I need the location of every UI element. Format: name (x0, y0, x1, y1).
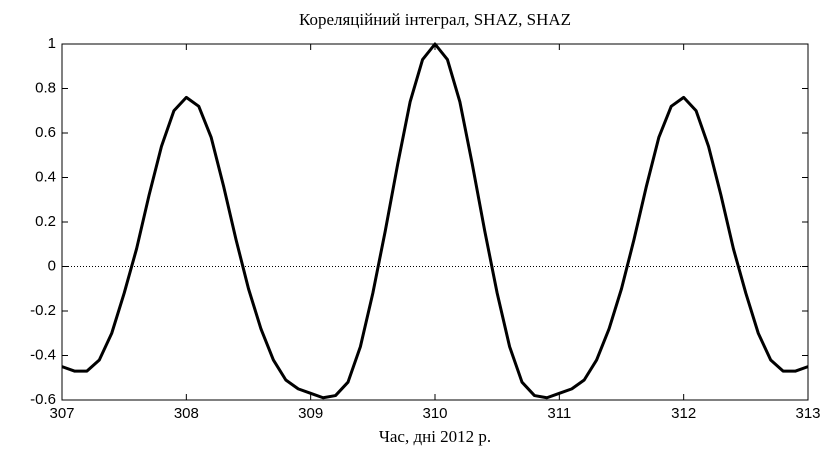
x-tick-label: 309 (298, 405, 323, 422)
x-tick-label: 312 (671, 405, 696, 422)
x-tick-label: 310 (422, 405, 447, 422)
y-tick-label: 1 (48, 35, 56, 52)
y-tick-label: 0 (48, 257, 56, 274)
y-tick-label: -0.6 (30, 391, 56, 408)
chart-title: Кореляційний інтеграл, SHAZ, SHAZ (299, 10, 571, 29)
x-tick-label: 307 (49, 405, 74, 422)
y-tick-label: -0.4 (30, 346, 56, 363)
y-tick-label: 0.4 (35, 168, 56, 185)
y-tick-label: 0.2 (35, 213, 56, 230)
y-tick-label: -0.2 (30, 302, 56, 319)
data-line (61, 42, 809, 400)
x-tick-label: 311 (547, 405, 571, 422)
x-tick-label: 313 (795, 405, 820, 422)
x-tick-label: 308 (174, 405, 199, 422)
y-tick-label: 0.8 (35, 79, 56, 96)
plot-area (61, 43, 809, 401)
y-tick-label: 0.6 (35, 124, 56, 141)
x-axis-label: Час, дні 2012 р. (379, 427, 491, 446)
